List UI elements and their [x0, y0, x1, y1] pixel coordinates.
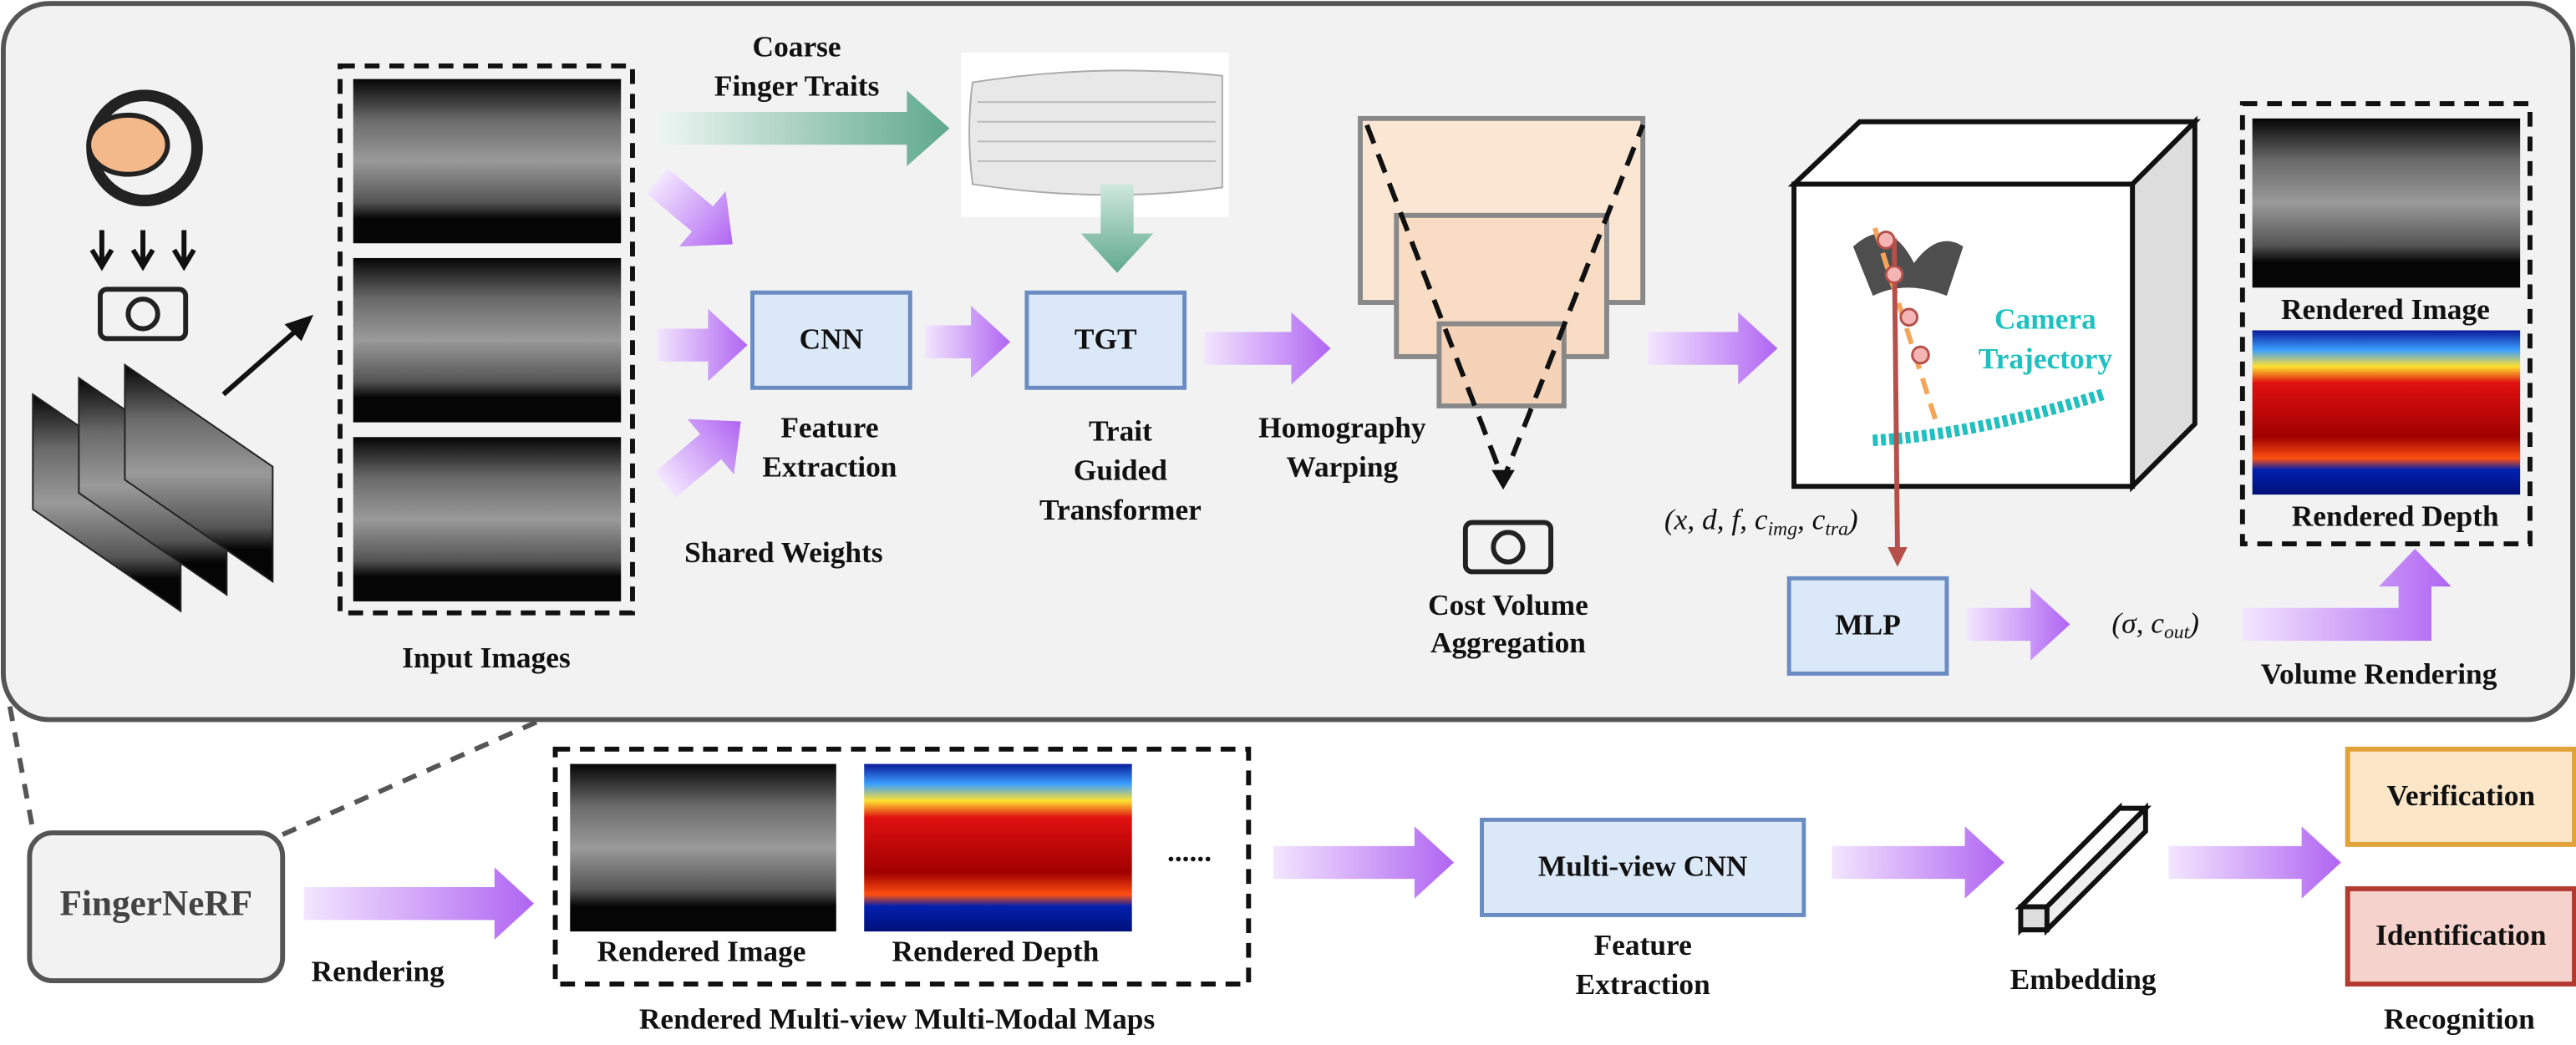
arrow [2168, 826, 2341, 899]
label: Camera [1994, 302, 2096, 336]
arrow [657, 308, 748, 382]
label: FingerNeRF [59, 884, 252, 924]
label: CNN [800, 322, 864, 355]
math: ) [1847, 503, 1858, 536]
arrow [657, 90, 950, 166]
label: Trait [1089, 413, 1152, 447]
math: out [2164, 622, 2191, 644]
math: tra [1825, 519, 1848, 540]
input-frame [338, 63, 635, 616]
arrow [2242, 548, 2452, 642]
fingernerf-box [27, 830, 286, 984]
arrow [646, 168, 733, 247]
label: Volume Rendering [2261, 657, 2497, 690]
label: MLP [1835, 607, 1901, 641]
mlp-output: (σ, cout) [2111, 606, 2199, 643]
label: Identification [2375, 918, 2547, 951]
arrow [1966, 588, 2070, 661]
label: Rendered Depth [2292, 500, 2499, 533]
arrow [1080, 184, 1154, 273]
mlp-box [1786, 576, 1949, 676]
zoom-line [281, 717, 544, 837]
arrow [1832, 826, 2004, 899]
finger-image [353, 437, 622, 601]
rendered-depth [2252, 330, 2521, 495]
label: Cost Volume [1428, 588, 1588, 621]
rendered-image [570, 763, 836, 932]
label: Recognition [2384, 1002, 2535, 1035]
capture-icon [86, 89, 203, 342]
rendered-image [2252, 118, 2521, 288]
arrow [924, 305, 1011, 378]
label: Coarse [753, 29, 841, 63]
label: Verification [2387, 779, 2536, 812]
multiview-cnn-box [1480, 817, 1806, 917]
label: Rendering [312, 954, 445, 987]
trait-image [961, 53, 1229, 217]
cost-volume [1358, 115, 1646, 575]
arrow [1648, 312, 1778, 385]
arrow [303, 867, 535, 940]
finger-image [353, 79, 622, 244]
math: , c [1797, 503, 1826, 536]
label: Shared Weights [684, 535, 883, 569]
render-frame [2239, 101, 2533, 547]
verification-box [2345, 746, 2576, 847]
rendered-depth [864, 763, 1132, 932]
label: Embedding [2010, 962, 2157, 996]
label: Multi-view CNN [1538, 849, 1748, 882]
math: ) [2187, 606, 2199, 639]
finger-image [353, 257, 622, 423]
label: Extraction [1576, 967, 1710, 1001]
maps-frame [552, 746, 1252, 987]
arrow [654, 419, 741, 498]
zoom-line [7, 706, 36, 830]
label: Trajectory [1979, 342, 2113, 375]
label: TGT [1075, 322, 1137, 355]
math: img [1768, 519, 1798, 540]
label: Rendered Multi-view Multi-Modal Maps [639, 1002, 1155, 1035]
label: ...... [1167, 834, 1212, 868]
arrow [1204, 312, 1331, 385]
scene-box [1787, 115, 2201, 567]
label: Warping [1287, 450, 1399, 484]
label: Finger Traits [714, 69, 880, 103]
mlp-input: (x, d, f, cimg, ctra) [1664, 503, 1858, 540]
label: Guided [1074, 454, 1167, 487]
label: Transformer [1039, 493, 1202, 526]
label: Feature [780, 411, 878, 444]
tgt-box [1024, 290, 1187, 390]
math: (x, d, f, c [1664, 503, 1768, 536]
arrow [1273, 826, 1455, 899]
math: (σ, c [2111, 606, 2164, 639]
label: Rendered Depth [892, 935, 1100, 968]
label: Extraction [762, 450, 897, 484]
label: Homography [1258, 411, 1426, 444]
label: Input Images [402, 641, 571, 674]
identification-box [2345, 886, 2576, 987]
embedding-icon [2015, 802, 2152, 936]
label: Feature [1594, 928, 1692, 961]
label: Aggregation [1430, 626, 1586, 659]
cnn-box [750, 290, 912, 390]
label: Rendered Image [2281, 292, 2490, 326]
image-stack [32, 314, 314, 613]
label: Rendered Image [597, 935, 806, 968]
